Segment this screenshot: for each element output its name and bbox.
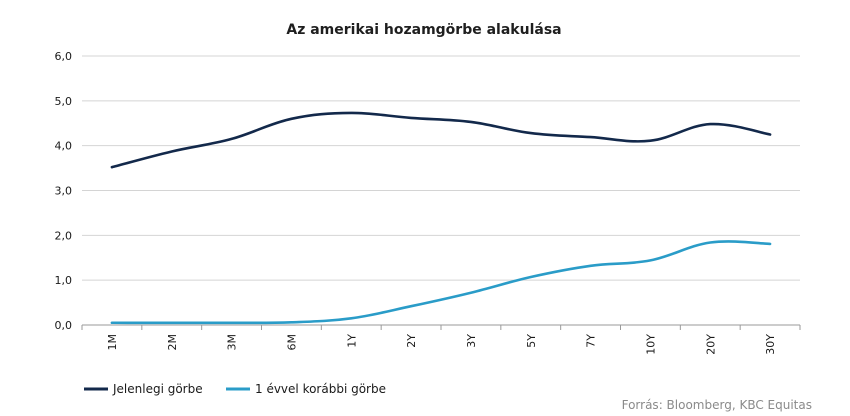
y-tick-label: 1,0	[55, 274, 73, 287]
x-tick-label: 6M	[285, 334, 298, 351]
x-tick-label: 3Y	[465, 334, 478, 348]
y-tick-label: 4,0	[55, 140, 73, 153]
x-tick-label: 1Y	[345, 334, 358, 348]
legend-label: Jelenlegi görbe	[112, 382, 203, 396]
x-tick-label: 3M	[226, 334, 239, 351]
x-tick-label: 2Y	[405, 334, 418, 348]
y-axis: 0,0 1,0 2,0 3,0 4,0 5,0 6,0	[55, 50, 73, 332]
chart-title: Az amerikai hozamgörbe alakulása	[286, 22, 561, 38]
x-tick-label: 30Y	[764, 334, 777, 355]
y-tick-label: 2,0	[55, 229, 73, 242]
legend-label: 1 évvel korábbi görbe	[255, 382, 386, 396]
y-tick-label: 5,0	[55, 95, 73, 108]
y-tick-label: 0,0	[55, 319, 73, 332]
x-tick-label: 2M	[166, 334, 179, 351]
x-tick-label: 1M	[106, 334, 119, 351]
x-tick-label: 20Y	[704, 334, 717, 355]
x-tick-label: 10Y	[644, 334, 657, 355]
source-note: Forrás: Bloomberg, KBC Equitas	[622, 398, 812, 412]
x-tick-label: 7Y	[585, 334, 598, 348]
y-tick-label: 6,0	[55, 50, 73, 63]
x-tick-label: 5Y	[525, 334, 538, 348]
series-line-1	[110, 111, 772, 169]
y-tick-label: 3,0	[55, 185, 73, 198]
x-axis: 1M 2M 3M 6M 1Y 2Y 3Y 5Y 7Y 10Y 20Y 30Y	[81, 324, 801, 355]
series-lines	[110, 111, 772, 325]
series-line-2	[110, 240, 772, 325]
legend: Jelenlegi görbe 1 évvel korábbi görbe	[84, 382, 386, 396]
